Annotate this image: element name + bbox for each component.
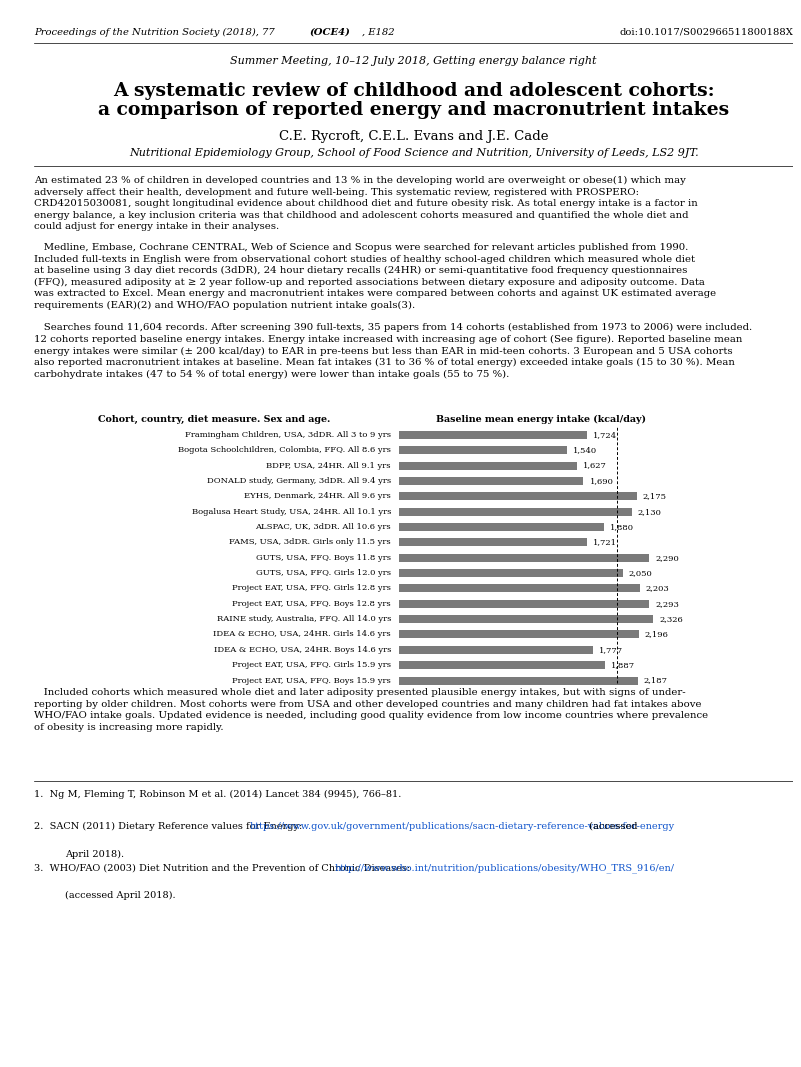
Bar	[399, 492, 637, 500]
Text: https://www.gov.uk/government/publications/sacn-dietary-reference-values-for-ene: https://www.gov.uk/government/publicatio…	[250, 822, 674, 831]
Text: NS: NS	[7, 992, 23, 1003]
Text: Baseline mean energy intake (kcal/day): Baseline mean energy intake (kcal/day)	[436, 415, 646, 424]
Text: 1,887: 1,887	[611, 662, 635, 669]
Text: 1,721: 1,721	[593, 539, 617, 546]
Bar	[399, 539, 587, 546]
Bar	[399, 646, 593, 654]
Text: Project EAT, USA, FFQ. Girls 12.8 yrs: Project EAT, USA, FFQ. Girls 12.8 yrs	[232, 585, 391, 592]
Text: 2,187: 2,187	[644, 676, 668, 685]
Bar	[399, 431, 587, 439]
Text: 2,293: 2,293	[655, 600, 679, 608]
Bar	[399, 508, 631, 515]
Text: EYHS, Denmark, 24HR. All 9.6 yrs: EYHS, Denmark, 24HR. All 9.6 yrs	[244, 492, 391, 500]
Text: Medline, Embase, Cochrane CENTRAL, Web of Science and Scopus were searched for r: Medline, Embase, Cochrane CENTRAL, Web o…	[34, 243, 717, 310]
Text: Project EAT, USA, FFQ. Boys 12.8 yrs: Project EAT, USA, FFQ. Boys 12.8 yrs	[232, 600, 391, 608]
Text: An estimated 23 % of children in developed countries and 13 % in the developing : An estimated 23 % of children in develop…	[34, 176, 698, 230]
Bar	[399, 554, 649, 561]
Bar	[399, 676, 638, 685]
Text: FAMS, USA, 3dDR. Girls only 11.5 yrs: FAMS, USA, 3dDR. Girls only 11.5 yrs	[229, 539, 391, 546]
Text: Searches found 11,604 records. After screening 390 full-texts, 35 papers from 14: Searches found 11,604 records. After scr…	[34, 323, 753, 379]
Text: ALSPAC, UK, 3dDR. All 10.6 yrs: ALSPAC, UK, 3dDR. All 10.6 yrs	[256, 523, 391, 531]
Bar	[399, 569, 623, 577]
Text: Framingham Children, USA, 3dDR. All 3 to 9 yrs: Framingham Children, USA, 3dDR. All 3 to…	[185, 431, 391, 439]
Text: 2,290: 2,290	[655, 554, 679, 561]
Text: 1,724: 1,724	[594, 431, 618, 439]
Text: GUTS, USA, FFQ. Girls 12.0 yrs: GUTS, USA, FFQ. Girls 12.0 yrs	[256, 569, 391, 577]
Text: 3.  WHO/FAO (2003) Diet Nutrition and the Prevention of Chronic Diseases:: 3. WHO/FAO (2003) Diet Nutrition and the…	[34, 863, 413, 873]
Text: April 2018).: April 2018).	[65, 849, 124, 859]
Bar	[399, 523, 604, 531]
Text: Summer Meeting, 10–12 July 2018, Getting energy balance right: Summer Meeting, 10–12 July 2018, Getting…	[231, 55, 597, 66]
Text: (accessed: (accessed	[586, 822, 638, 831]
Text: Bogalusa Heart Study, USA, 24HR. All 10.1 yrs: Bogalusa Heart Study, USA, 24HR. All 10.…	[191, 508, 391, 515]
Bar	[399, 477, 583, 485]
Text: 1.  Ng M, Fleming T, Robinson M et al. (2014) Lancet 384 (9945), 766–81.: 1. Ng M, Fleming T, Robinson M et al. (2…	[34, 790, 402, 799]
Text: IDEA & ECHO, USA, 24HR. Boys 14.6 yrs: IDEA & ECHO, USA, 24HR. Boys 14.6 yrs	[214, 646, 391, 654]
Text: 2,050: 2,050	[629, 569, 653, 577]
Text: doi:10.1017/S002966511800188X: doi:10.1017/S002966511800188X	[619, 28, 793, 36]
Text: Project EAT, USA, FFQ. Girls 15.9 yrs: Project EAT, USA, FFQ. Girls 15.9 yrs	[232, 662, 391, 669]
Text: 1,880: 1,880	[610, 523, 634, 531]
Text: Bogota Schoolchildren, Colombia, FFQ. All 8.6 yrs: Bogota Schoolchildren, Colombia, FFQ. Al…	[178, 446, 391, 455]
Bar	[399, 585, 639, 592]
Text: a comparison of reported energy and macronutrient intakes: a comparison of reported energy and macr…	[99, 101, 729, 118]
Text: Project EAT, USA, FFQ. Boys 15.9 yrs: Project EAT, USA, FFQ. Boys 15.9 yrs	[232, 676, 391, 685]
Text: 2,203: 2,203	[646, 585, 670, 592]
Text: A systematic review of childhood and adolescent cohorts:: A systematic review of childhood and ado…	[113, 82, 714, 99]
Text: 1,690: 1,690	[590, 477, 614, 485]
Text: (accessed April 2018).: (accessed April 2018).	[65, 891, 175, 901]
Bar	[399, 662, 605, 669]
Text: BDPP, USA, 24HR. All 9.1 yrs: BDPP, USA, 24HR. All 9.1 yrs	[267, 462, 391, 469]
Bar	[399, 631, 639, 638]
Text: 2,130: 2,130	[638, 508, 662, 515]
Text: Included cohorts which measured whole diet and later adiposity presented plausib: Included cohorts which measured whole di…	[34, 688, 709, 732]
Text: http://www.who.int/nutrition/publications/obesity/WHO_TRS_916/en/: http://www.who.int/nutrition/publication…	[335, 863, 674, 873]
Text: , E182: , E182	[362, 28, 395, 36]
Bar	[399, 446, 567, 455]
Text: Proceedings of the Nutrition Society (2018), 77: Proceedings of the Nutrition Society (20…	[34, 28, 278, 36]
Text: Proceedings of the Nutrition Society: Proceedings of the Nutrition Society	[10, 538, 20, 700]
Bar	[399, 616, 653, 623]
Text: 2,326: 2,326	[659, 616, 682, 623]
Text: 2,196: 2,196	[645, 631, 669, 638]
Text: C.E. Rycroft, C.E.L. Evans and J.E. Cade: C.E. Rycroft, C.E.L. Evans and J.E. Cade	[279, 130, 549, 143]
Text: RAINE study, Australia, FFQ. All 14.0 yrs: RAINE study, Australia, FFQ. All 14.0 yr…	[216, 616, 391, 623]
Text: IDEA & ECHO, USA, 24HR. Girls 14.6 yrs: IDEA & ECHO, USA, 24HR. Girls 14.6 yrs	[213, 631, 391, 638]
Bar	[399, 600, 650, 608]
Text: 1,540: 1,540	[573, 446, 598, 455]
Text: Cohort, country, diet measure. Sex and age.: Cohort, country, diet measure. Sex and a…	[99, 415, 331, 424]
Text: Nutritional Epidemiology Group, School of Food Science and Nutrition, University: Nutritional Epidemiology Group, School o…	[129, 147, 698, 158]
Text: 1,627: 1,627	[582, 462, 606, 469]
Text: 2.  SACN (2011) Dietary Reference values for Energy:: 2. SACN (2011) Dietary Reference values …	[34, 822, 306, 831]
Text: DONALD study, Germany, 3dDR. All 9.4 yrs: DONALD study, Germany, 3dDR. All 9.4 yrs	[207, 477, 391, 485]
Text: 1,777: 1,777	[599, 646, 623, 654]
Bar	[399, 462, 577, 469]
Text: 2,175: 2,175	[642, 492, 666, 500]
Text: GUTS, USA, FFQ. Boys 11.8 yrs: GUTS, USA, FFQ. Boys 11.8 yrs	[256, 554, 391, 561]
Ellipse shape	[6, 11, 19, 41]
Text: (OCE4): (OCE4)	[309, 28, 350, 36]
Ellipse shape	[10, 11, 23, 41]
